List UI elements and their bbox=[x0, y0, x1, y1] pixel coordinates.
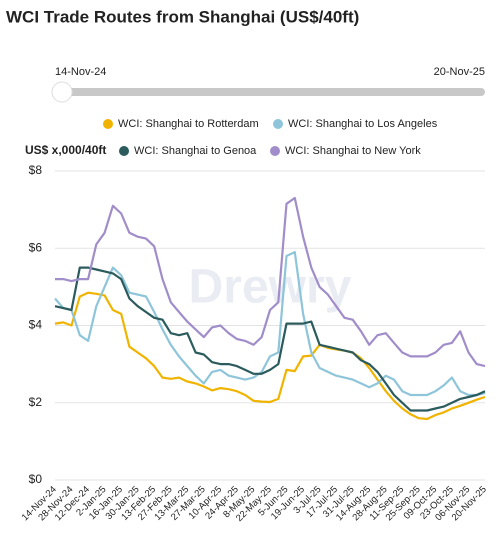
legend-marker bbox=[270, 146, 280, 156]
slider-start-label: 14-Nov-24 bbox=[55, 66, 106, 78]
slider-end-label: 20-Nov-25 bbox=[434, 66, 485, 78]
legend-marker bbox=[119, 146, 129, 156]
series-line bbox=[54, 266, 486, 412]
legend-label: WCI: Shanghai to New York bbox=[285, 145, 421, 157]
slider-track[interactable] bbox=[55, 88, 485, 96]
legend-marker bbox=[103, 119, 113, 129]
series-line bbox=[55, 196, 486, 368]
y-tick-label: $0 bbox=[29, 472, 43, 486]
legend-marker bbox=[273, 119, 283, 129]
slider-thumb[interactable] bbox=[51, 81, 73, 103]
y-tick-label: $8 bbox=[29, 163, 43, 177]
y-tick-label: $6 bbox=[29, 240, 43, 254]
watermark: Drewry bbox=[189, 261, 352, 314]
series-line bbox=[54, 251, 486, 397]
y-tick-label: $2 bbox=[29, 395, 43, 409]
legend-label: WCI: Shanghai to Rotterdam bbox=[118, 118, 259, 130]
series-line bbox=[54, 291, 486, 421]
y-tick-label: $4 bbox=[29, 318, 43, 332]
chart-title: WCI Trade Routes from Shanghai (US$/40ft… bbox=[6, 7, 359, 26]
y-axis-label: US$ x,000/40ft bbox=[25, 143, 106, 157]
legend-label: WCI: Shanghai to Genoa bbox=[134, 145, 257, 157]
legend-label: WCI: Shanghai to Los Angeles bbox=[288, 118, 438, 130]
